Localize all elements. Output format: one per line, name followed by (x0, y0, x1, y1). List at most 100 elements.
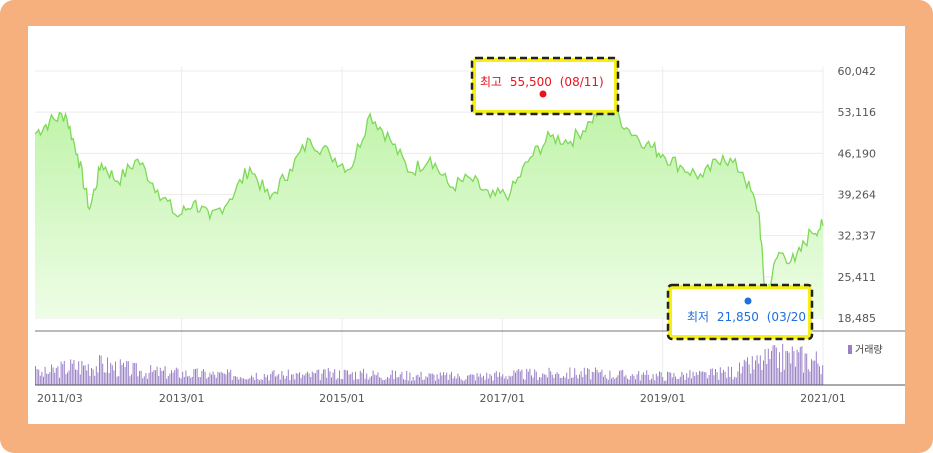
volume-bar (155, 370, 156, 385)
volume-bar (81, 361, 83, 385)
volume-bar (260, 379, 262, 385)
volume-bar (435, 380, 436, 385)
volume-bar (212, 371, 214, 385)
date-tick-label: 2013/01 (159, 392, 205, 405)
volume-bar (267, 375, 268, 385)
volume-bar (537, 379, 539, 385)
volume-bar (783, 369, 785, 385)
volume-bar (763, 360, 764, 385)
volume-bar (337, 378, 339, 385)
volume-bar (524, 379, 526, 385)
volume-bar (73, 360, 75, 385)
volume-bar (683, 374, 684, 385)
volume-bar (102, 363, 104, 385)
volume-bar (334, 369, 336, 385)
volume-bar (727, 366, 729, 385)
volume-bar (619, 370, 620, 385)
volume-bar (519, 371, 521, 385)
volume-bar (183, 376, 185, 385)
volume-bar (39, 375, 41, 385)
volume-bar (118, 376, 120, 385)
volume-bar (731, 367, 732, 385)
volume-bar (119, 359, 121, 385)
volume-bar (583, 367, 585, 385)
volume-bar (54, 372, 56, 385)
volume-bar (659, 371, 660, 385)
volume-bar (585, 374, 587, 385)
volume-bar (279, 379, 281, 385)
volume-bar (425, 376, 427, 385)
volume-bar (251, 375, 252, 385)
volume-bar (739, 362, 740, 385)
volume-bar (331, 377, 332, 385)
volume-bar (94, 375, 96, 385)
volume-bar (198, 377, 200, 385)
volume-bar (169, 373, 171, 385)
volume-bar (726, 377, 728, 385)
volume-bar (353, 379, 355, 385)
volume-bar (89, 375, 91, 385)
volume-bar (399, 374, 401, 385)
volume-bar (124, 367, 126, 385)
volume-bar (161, 371, 163, 385)
volume-bar (625, 375, 627, 385)
volume-bar (563, 376, 564, 385)
volume-bar (548, 367, 550, 385)
volume-bar (241, 378, 243, 385)
volume-bar (526, 368, 528, 385)
volume-bar (59, 377, 60, 385)
volume-bar (487, 378, 489, 385)
volume-bar (451, 371, 452, 385)
volume-bar (820, 374, 822, 385)
volume-bar (742, 366, 744, 385)
volume-bar (129, 376, 131, 385)
volume-bar (454, 376, 456, 385)
volume-bar (383, 380, 385, 385)
volume-bar (467, 375, 468, 385)
volume-bar (319, 380, 321, 385)
volume-bar (598, 372, 600, 385)
volume-bars (35, 343, 824, 385)
volume-bar (265, 377, 267, 385)
volume-bar (294, 379, 296, 385)
volume-bar (782, 343, 784, 385)
volume-bar (558, 373, 560, 385)
volume-bar (305, 373, 307, 385)
volume-bar (257, 379, 259, 385)
date-tick-label: 2019/01 (640, 392, 686, 405)
volume-bar (569, 367, 571, 385)
volume-bar (431, 373, 433, 385)
volume-bar (582, 377, 584, 385)
volume-bar (255, 372, 257, 385)
volume-bar (281, 371, 283, 385)
volume-bar (553, 377, 555, 385)
volume-bar (559, 377, 561, 385)
volume-bar (694, 376, 696, 385)
volume-bar (292, 374, 294, 385)
volume-bar (75, 369, 76, 385)
volume-bar (278, 374, 280, 385)
volume-bar (806, 353, 808, 385)
low-annotation: 최저 21,850 (03/20 (666, 283, 814, 341)
date-tick-label: 2015/01 (319, 392, 365, 405)
volume-bar (227, 369, 228, 385)
volume-bar (507, 379, 508, 385)
volume-bar (35, 366, 36, 385)
volume-bar (270, 374, 272, 385)
volume-bar (623, 376, 625, 385)
volume-bar (100, 355, 102, 385)
low-label: 최저 21,850 (03/20 (687, 310, 806, 324)
volume-bar (123, 362, 124, 385)
volume-bar (500, 376, 502, 385)
volume-bar (551, 374, 553, 385)
volume-bar (652, 374, 654, 385)
volume-bar (471, 374, 473, 385)
volume-bar (356, 378, 358, 385)
volume-bar (409, 372, 411, 385)
volume-bar (795, 366, 796, 385)
high-label: 최고 55,500 (08/11) (480, 75, 604, 89)
volume-bar (315, 373, 316, 385)
volume-bar (259, 380, 260, 385)
volume-bar (398, 377, 400, 385)
volume-bar (199, 377, 201, 385)
